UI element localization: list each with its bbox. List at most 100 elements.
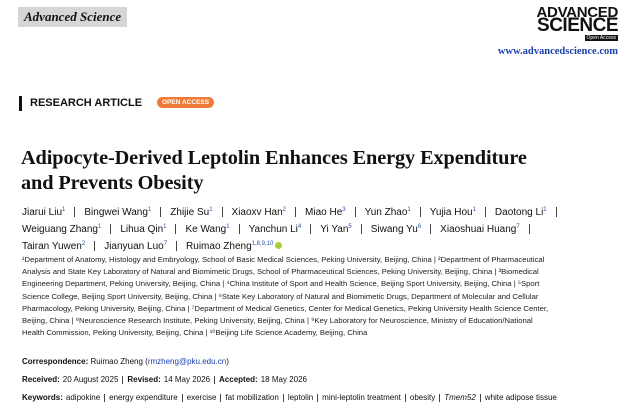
author: Jiarui Liu1 xyxy=(22,203,65,220)
author: Zhijie Su1 xyxy=(170,203,212,220)
author-name: Weiguang Zhang xyxy=(22,224,98,235)
affiliation-line: Health Commission, Peking University, Be… xyxy=(22,328,368,338)
journal-name: Advanced Science xyxy=(18,7,128,27)
separator xyxy=(295,206,297,217)
author-affiliation: 7 xyxy=(163,241,168,247)
author-name: Xiaoshuai Huang xyxy=(440,224,517,235)
affiliation-line: Engineering Department, Peking Universit… xyxy=(22,279,540,289)
access-badge: OPEN ACCESS xyxy=(157,97,215,108)
article-type: RESEARCH ARTICLE xyxy=(30,97,143,109)
separator xyxy=(317,393,319,402)
separator xyxy=(122,375,124,384)
author-affiliation: 1 xyxy=(62,207,66,213)
affiliation-line: Analysis and State Key Laboratory of Nat… xyxy=(22,267,539,277)
authors: Jiarui Liu1 Bingwei Wang1 Zhijie Su1 Xiaoxv… xyxy=(22,203,566,254)
date-label: Accepted: xyxy=(219,375,258,384)
author: Yi Yan5 xyxy=(320,220,352,237)
author-name: Bingwei Wang xyxy=(84,207,148,218)
logo-badge: Open Access xyxy=(584,35,618,41)
author-affiliation: 1 xyxy=(407,207,411,213)
author-row: Jiarui Liu1 Bingwei Wang1 Zhijie Su1 Xiaoxv… xyxy=(22,203,566,220)
author: Bingwei Wang1 xyxy=(84,203,151,220)
journal-url[interactable]: www.advancedscience.com xyxy=(497,46,618,57)
author: Yun Zhao1 xyxy=(365,203,411,220)
author-name: Jianyuan Luo xyxy=(104,241,164,252)
separator xyxy=(104,393,106,402)
separator xyxy=(479,393,481,402)
separator xyxy=(310,223,312,234)
keyword: exercise xyxy=(186,393,217,402)
date-label: Revised: xyxy=(127,375,161,384)
correspondence-name: Ruimao Zheng ( xyxy=(90,357,148,366)
separator xyxy=(282,393,284,402)
author-affiliation: 1 xyxy=(543,207,547,213)
section-bar xyxy=(19,96,22,111)
author-name: Tairan Yuwen xyxy=(22,241,82,252)
author-name: Miao He xyxy=(305,207,343,218)
affiliation-line: ¹Department of Anatomy, Histology and Em… xyxy=(22,255,545,264)
author: Tairan Yuwen2 xyxy=(22,237,85,254)
separator xyxy=(176,240,178,251)
title: Adipocyte-Derived Leptolin Enhances Ener… xyxy=(21,146,527,196)
separator xyxy=(94,240,96,251)
affiliation-line: Beijing, China | ⁸Neuroscience Research … xyxy=(22,316,533,326)
author: Weiguang Zhang1 xyxy=(22,220,101,237)
title-line: and Prevents Obesity xyxy=(21,172,204,194)
email[interactable]: rmzheng@pku.edu.cn xyxy=(147,357,227,366)
author-name: Daotong Li xyxy=(494,207,544,218)
author-affiliation: 2 xyxy=(81,241,86,247)
separator xyxy=(528,223,530,234)
separator xyxy=(175,223,177,234)
separator xyxy=(430,223,432,234)
author: Jianyuan Luo7 xyxy=(104,237,167,254)
author: Lihua Qin1 xyxy=(120,220,166,237)
author: Daotong Li1 xyxy=(495,203,547,220)
separator xyxy=(220,393,222,402)
author-name: Yun Zhao xyxy=(364,207,408,218)
separator xyxy=(404,393,406,402)
date: 14 May 2026 xyxy=(163,375,211,384)
separator xyxy=(484,206,486,217)
author-affiliation: 1 xyxy=(163,224,167,230)
keyword: fat mobilization xyxy=(225,393,279,402)
author-row: Weiguang Zhang1 Lihua Qin1 Ke Wang1 Yanchun… xyxy=(22,220,566,237)
author-affiliation: 1 xyxy=(226,224,230,230)
author-affiliation: 3 xyxy=(342,207,346,213)
author-name: Lihua Qin xyxy=(120,224,164,235)
author: Yanchun Li4 xyxy=(249,220,302,237)
author-name: Yujia Hou xyxy=(429,207,473,218)
correspondence-label: Correspondence: xyxy=(22,357,89,366)
logo-text: SCIENCE xyxy=(537,15,618,36)
separator xyxy=(110,223,112,234)
date: 18 May 2026 xyxy=(260,375,307,384)
author-name: Yanchun Li xyxy=(248,224,298,235)
author-affiliation: 6 xyxy=(417,224,422,230)
title-line: Adipocyte-Derived Leptolin Enhances Ener… xyxy=(21,147,527,169)
separator xyxy=(360,223,362,234)
date: 20 August 2025 xyxy=(62,375,119,384)
separator xyxy=(238,223,240,234)
author-affiliation: 1 xyxy=(209,207,213,213)
author: Yujia Hou1 xyxy=(430,203,476,220)
author-name: Yi Yan xyxy=(320,224,349,235)
separator xyxy=(74,206,76,217)
keyword: energy expenditure xyxy=(109,393,178,402)
author-name: Siwang Yu xyxy=(370,224,418,235)
author-name: Ruimao Zheng xyxy=(186,241,252,252)
author: Xiaoshuai Huang7 xyxy=(440,220,520,237)
separator xyxy=(214,375,216,384)
author-affiliation: 2 xyxy=(282,207,287,213)
separator xyxy=(419,206,421,217)
keywords-label: Keywords: xyxy=(22,393,63,402)
date-label: Received: xyxy=(22,375,60,384)
author: Miao He3 xyxy=(305,203,346,220)
separator xyxy=(181,393,183,402)
orcid-icon xyxy=(275,242,283,249)
logo-text: ADVANCED xyxy=(536,4,619,21)
separator xyxy=(439,393,441,402)
affiliation-line: Science College, Beijing Sport Universit… xyxy=(22,291,539,301)
keyword: white adipose tissue xyxy=(484,393,557,402)
author: Xiaoxv Han2 xyxy=(232,203,286,220)
author-affiliation: 1 xyxy=(97,224,102,230)
